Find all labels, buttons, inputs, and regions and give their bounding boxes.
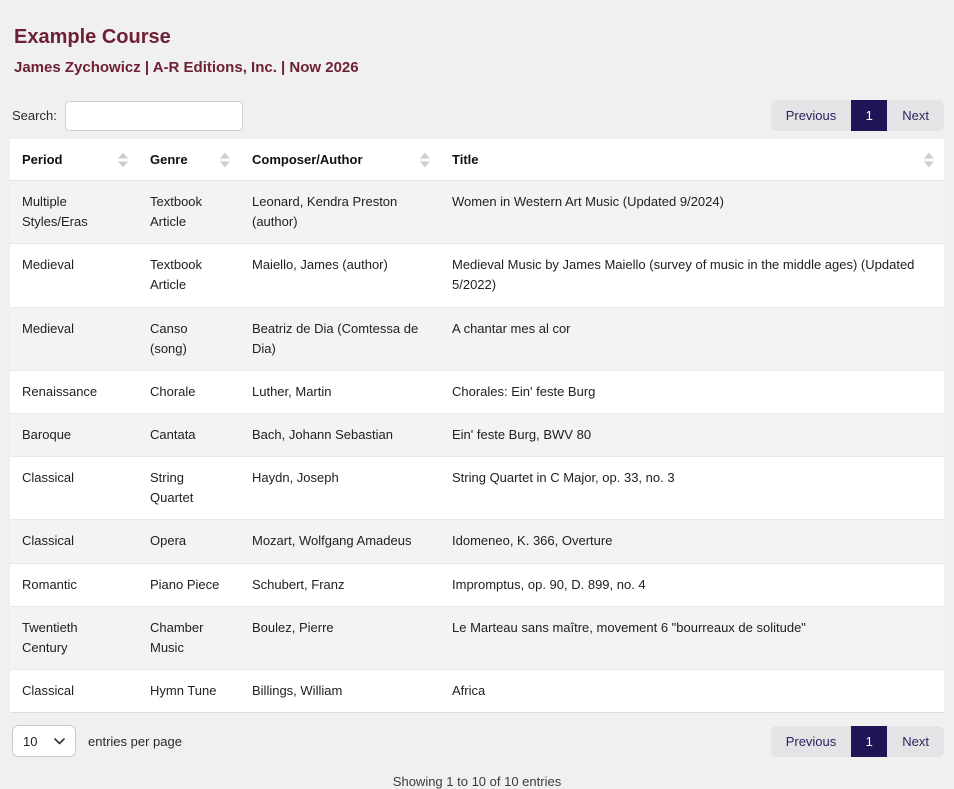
cell-period: Medieval bbox=[22, 257, 75, 273]
cell-composer: Beatriz de Dia (Comtessa de Dia) bbox=[252, 320, 419, 356]
table-footer: 10 entries per page Previous 1 Next bbox=[10, 725, 944, 758]
cell-period: Renaissance bbox=[22, 383, 98, 399]
cell-title: Idomeneo, K. 366, Overture bbox=[452, 533, 613, 549]
column-label: Title bbox=[452, 152, 479, 167]
cell-title: Africa bbox=[452, 682, 486, 698]
cell-composer: Bach, Johann Sebastian bbox=[252, 426, 393, 442]
cell-genre: Textbook Article bbox=[150, 257, 203, 293]
sort-icon bbox=[924, 152, 934, 167]
current-page-button[interactable]: 1 bbox=[851, 100, 888, 131]
cell-composer: Leonard, Kendra Preston (author) bbox=[252, 194, 398, 230]
table-toolbar: Search: Previous 1 Next bbox=[10, 100, 944, 131]
showing-entries-text: Showing 1 to 10 of 10 entries bbox=[392, 774, 562, 789]
table-row: Classical Opera Mozart, Wolfgang Amadeus Id… bbox=[10, 519, 944, 564]
previous-button[interactable]: Previous bbox=[771, 726, 852, 757]
cell-composer: Maiello, James (author) bbox=[252, 257, 388, 273]
page-size-select[interactable]: 10 bbox=[12, 725, 76, 758]
table-row: Romantic Piano Piece Schubert, Franz Improm… bbox=[10, 563, 944, 607]
table-row: Renaissance Chorale Luther, Martin Chorales… bbox=[10, 370, 944, 414]
table-body: Multiple Styles/Eras Textbook Article Leon… bbox=[10, 180, 944, 713]
table-row: Classical String Quartet Haydn, Joseph Stri… bbox=[10, 456, 944, 520]
pagination-top: Previous 1 Next bbox=[770, 100, 944, 131]
cell-genre: Cantata bbox=[150, 426, 196, 442]
table-row: Twentieth Century Chamber Music Boulez, Pi… bbox=[10, 606, 944, 670]
page-title: Example Course bbox=[14, 26, 171, 48]
cell-title: Chorales: Ein' feste Burg bbox=[452, 383, 596, 399]
column-header-period[interactable]: Period bbox=[10, 139, 138, 181]
cell-period: Classical bbox=[22, 470, 75, 486]
entries-per-page-label: entries per page bbox=[88, 733, 182, 749]
cell-period: Baroque bbox=[22, 426, 72, 442]
column-label: Genre bbox=[150, 152, 188, 167]
cell-period: Multiple Styles/Eras bbox=[22, 194, 88, 230]
column-header-composer[interactable]: Composer/Author bbox=[240, 139, 440, 181]
page-size-area: 10 entries per page bbox=[12, 725, 182, 758]
cell-title: Ein' feste Burg, BWV 80 bbox=[452, 426, 592, 442]
chevron-down-icon bbox=[54, 737, 65, 744]
course-table: Period Genre Composer/Author Title bbox=[10, 139, 944, 714]
cell-genre: Chorale bbox=[150, 383, 196, 399]
course-table-container: Period Genre Composer/Author Title bbox=[10, 139, 944, 714]
sort-icon bbox=[118, 152, 128, 167]
cell-composer: Haydn, Joseph bbox=[252, 470, 339, 486]
table-row: Multiple Styles/Eras Textbook Article Leon… bbox=[10, 180, 944, 244]
cell-period: Romantic bbox=[22, 576, 77, 592]
table-row: Classical Hymn Tune Billings, William Afric… bbox=[10, 669, 944, 713]
table-row: Medieval Textbook Article Maiello, James (… bbox=[10, 243, 944, 308]
cell-title: Le Marteau sans maître, movement 6 "bour… bbox=[452, 619, 806, 635]
cell-genre: String Quartet bbox=[150, 470, 194, 506]
next-button[interactable]: Next bbox=[887, 726, 944, 757]
search-label: Search: bbox=[12, 108, 57, 123]
column-header-genre[interactable]: Genre bbox=[138, 139, 240, 181]
cell-title: Women in Western Art Music (Updated 9/20… bbox=[452, 194, 724, 209]
column-label: Period bbox=[22, 152, 63, 167]
page-size-value: 10 bbox=[23, 733, 38, 749]
cell-composer: Boulez, Pierre bbox=[252, 619, 334, 635]
cell-genre: Chamber Music bbox=[150, 619, 204, 655]
pagination-bottom: Previous 1 Next bbox=[770, 725, 944, 757]
course-subtitle: James Zychowicz | A-R Editions, Inc. | N… bbox=[14, 59, 359, 76]
cell-composer: Mozart, Wolfgang Amadeus bbox=[252, 533, 412, 549]
cell-genre: Canso (song) bbox=[150, 320, 188, 356]
cell-composer: Schubert, Franz bbox=[252, 576, 345, 592]
cell-composer: Luther, Martin bbox=[252, 383, 332, 399]
cell-title: Medieval Music by James Maiello (survey … bbox=[452, 257, 915, 293]
table-row: Baroque Cantata Bach, Johann Sebastian Ein'… bbox=[10, 413, 944, 457]
cell-period: Medieval bbox=[22, 320, 75, 336]
cell-genre: Hymn Tune bbox=[150, 682, 217, 698]
cell-period: Classical bbox=[22, 682, 75, 698]
column-header-title[interactable]: Title bbox=[440, 139, 944, 181]
sort-icon bbox=[420, 152, 430, 167]
sort-icon bbox=[220, 152, 230, 167]
cell-genre: Textbook Article bbox=[150, 194, 203, 230]
table-header-row: Period Genre Composer/Author Title bbox=[10, 139, 944, 181]
cell-title: Impromptus, op. 90, D. 899, no. 4 bbox=[452, 576, 646, 592]
cell-period: Classical bbox=[22, 533, 75, 549]
cell-title: String Quartet in C Major, op. 33, no. 3 bbox=[452, 470, 675, 486]
search-area: Search: bbox=[12, 100, 243, 131]
table-row: Medieval Canso (song) Beatriz de Dia (Comt… bbox=[10, 307, 944, 371]
cell-genre: Piano Piece bbox=[150, 576, 220, 592]
cell-title: A chantar mes al cor bbox=[452, 320, 571, 336]
search-input[interactable] bbox=[64, 100, 243, 131]
previous-button[interactable]: Previous bbox=[771, 100, 852, 131]
cell-composer: Billings, William bbox=[252, 682, 343, 698]
cell-genre: Opera bbox=[150, 533, 187, 549]
cell-period: Twentieth Century bbox=[22, 619, 78, 655]
current-page-button[interactable]: 1 bbox=[851, 725, 888, 757]
next-button[interactable]: Next bbox=[887, 100, 944, 131]
column-label: Composer/Author bbox=[252, 152, 363, 167]
